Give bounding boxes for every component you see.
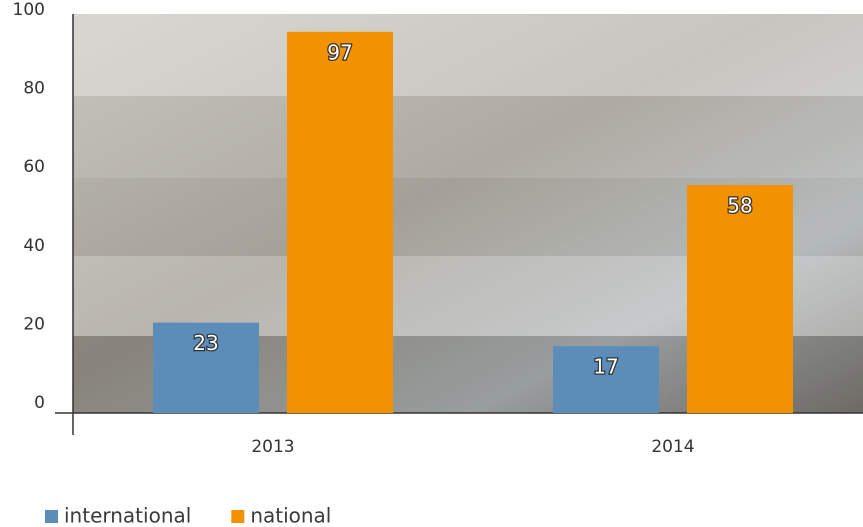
- bar: [553, 346, 659, 413]
- legend-label: national: [250, 504, 331, 527]
- legend-label: international: [64, 504, 191, 527]
- y-tick-label: 60: [23, 157, 45, 177]
- legend: international national: [45, 504, 331, 527]
- y-tick-label: 80: [23, 79, 45, 99]
- bar: [153, 322, 259, 413]
- x-tick-label: 2013: [251, 437, 294, 457]
- x-tick-label: 2014: [651, 437, 694, 457]
- bar: [287, 31, 393, 413]
- bar: [687, 185, 793, 413]
- data-label: 23: [193, 331, 218, 355]
- data-label: 17: [593, 355, 618, 379]
- legend-swatch: [45, 510, 58, 523]
- y-tick-label: 0: [34, 393, 45, 413]
- y-tick-label: 20: [23, 314, 45, 334]
- y-tick-label: 40: [23, 236, 45, 256]
- data-label: 97: [327, 40, 352, 64]
- data-label: 58: [727, 194, 752, 218]
- y-tick-label: 100: [13, 0, 45, 20]
- legend-swatch: [231, 510, 245, 523]
